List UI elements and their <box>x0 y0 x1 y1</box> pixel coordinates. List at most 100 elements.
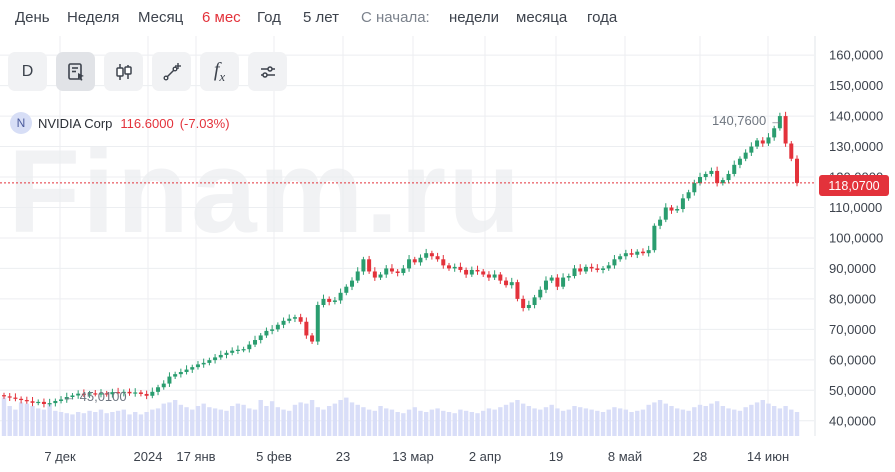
y-tick-label: 90,0000 <box>829 261 876 276</box>
volume-bar <box>452 413 457 436</box>
price-chart[interactable]: Finam.ru 40,0000 50,0000 60,0000 70,0000 80,0… <box>0 36 895 472</box>
candle-body <box>104 393 109 395</box>
volume-bar <box>789 409 794 436</box>
volume-bar <box>389 409 395 436</box>
candle-body <box>755 140 760 147</box>
volume-bar <box>663 403 668 436</box>
candle-body <box>561 277 566 287</box>
candle-body <box>19 398 24 401</box>
candle-body <box>772 128 777 138</box>
period-5-years[interactable]: 5 лет <box>303 9 339 26</box>
candle-body <box>743 152 748 159</box>
candle-body <box>332 300 337 302</box>
volume-bar <box>635 410 640 436</box>
volume-bar <box>195 406 201 436</box>
volume-bar <box>161 403 166 436</box>
candle-body <box>235 349 240 351</box>
drawing-tools-button[interactable] <box>152 52 191 91</box>
candle-body <box>110 392 115 395</box>
candle-body <box>36 401 41 404</box>
candle-body <box>486 274 491 278</box>
candle-body <box>703 173 708 178</box>
candle-body <box>395 271 400 273</box>
candle-body <box>640 251 645 254</box>
volume-bar <box>760 400 765 436</box>
volume-bar <box>520 403 526 436</box>
candle-body <box>195 364 200 368</box>
draw-line-icon <box>163 62 181 80</box>
chart-type-button[interactable] <box>104 52 143 91</box>
sliders-icon <box>260 65 275 78</box>
volume-bar <box>87 410 92 436</box>
candle-body <box>526 304 531 309</box>
candle-body <box>173 374 178 377</box>
volume-bar <box>41 409 47 436</box>
indicators-button[interactable]: fx <box>200 52 239 91</box>
volume-bar <box>549 404 554 436</box>
candle-body <box>566 276 571 278</box>
volume-bar <box>315 407 320 436</box>
y-tick-label: 100,0000 <box>829 230 883 245</box>
volume-bar <box>640 409 646 436</box>
x-tick-label: 19 <box>549 449 563 464</box>
candle-body <box>675 209 680 211</box>
volume-bar <box>326 406 332 436</box>
period-day[interactable]: День <box>15 9 50 26</box>
volume-bar <box>498 407 503 436</box>
period-month[interactable]: Месяц <box>138 9 184 26</box>
interval-label: D <box>21 62 34 80</box>
volume-bar <box>481 410 486 436</box>
since-weeks[interactable]: недели <box>449 9 500 26</box>
y-tick-label: 80,0000 <box>829 291 876 306</box>
period-6-months[interactable]: 6 мес <box>202 9 241 26</box>
candle-body <box>30 401 35 403</box>
volume-bar <box>794 412 800 436</box>
candlestick-icon <box>115 63 132 80</box>
candle-body <box>509 282 514 286</box>
candle-body <box>789 143 794 159</box>
candle-body <box>732 164 737 174</box>
volume-bar <box>127 414 132 436</box>
candle-body <box>338 292 343 301</box>
candle-body <box>424 253 429 258</box>
y-tick-label: 150,0000 <box>829 78 883 93</box>
candle-body <box>572 268 577 277</box>
candle-body <box>361 259 366 272</box>
volume-bar <box>623 409 629 436</box>
candle-body <box>795 158 799 183</box>
period-year[interactable]: Год <box>257 9 281 26</box>
candle-body <box>589 266 594 269</box>
candle-body <box>253 340 258 345</box>
volume-bar <box>167 402 172 436</box>
candle-body <box>292 317 297 319</box>
period-week[interactable]: Неделя <box>67 9 120 26</box>
volume-bar <box>629 412 634 436</box>
candle-body <box>304 321 309 336</box>
candle-body <box>692 183 697 193</box>
candle-body <box>623 253 628 257</box>
candle-body <box>515 282 520 299</box>
volume-bar <box>155 408 161 436</box>
volume-bar <box>144 412 149 436</box>
since-months[interactable]: месяца <box>516 9 568 26</box>
candle-body <box>709 170 714 174</box>
candle-body <box>458 266 463 270</box>
candle-body <box>635 251 640 255</box>
instrument-change: (-7.03%) <box>179 115 230 131</box>
volume-bar <box>212 408 218 436</box>
candle-body <box>98 393 103 395</box>
candle-body <box>287 318 292 321</box>
y-tick-label: 110,0000 <box>829 200 882 215</box>
volume-bar <box>75 412 81 436</box>
candle-body <box>378 274 383 278</box>
candle-body <box>737 158 742 165</box>
candle-body <box>663 207 668 220</box>
settings-button[interactable] <box>248 52 287 91</box>
volume-bar <box>321 409 326 436</box>
instrument-name[interactable]: NVIDIA Corp <box>38 115 113 131</box>
volume-bar <box>366 409 372 436</box>
quote-info-button[interactable] <box>56 52 95 91</box>
since-years[interactable]: года <box>587 9 618 26</box>
volume-bar <box>669 406 674 436</box>
interval-button[interactable]: D <box>8 52 47 91</box>
